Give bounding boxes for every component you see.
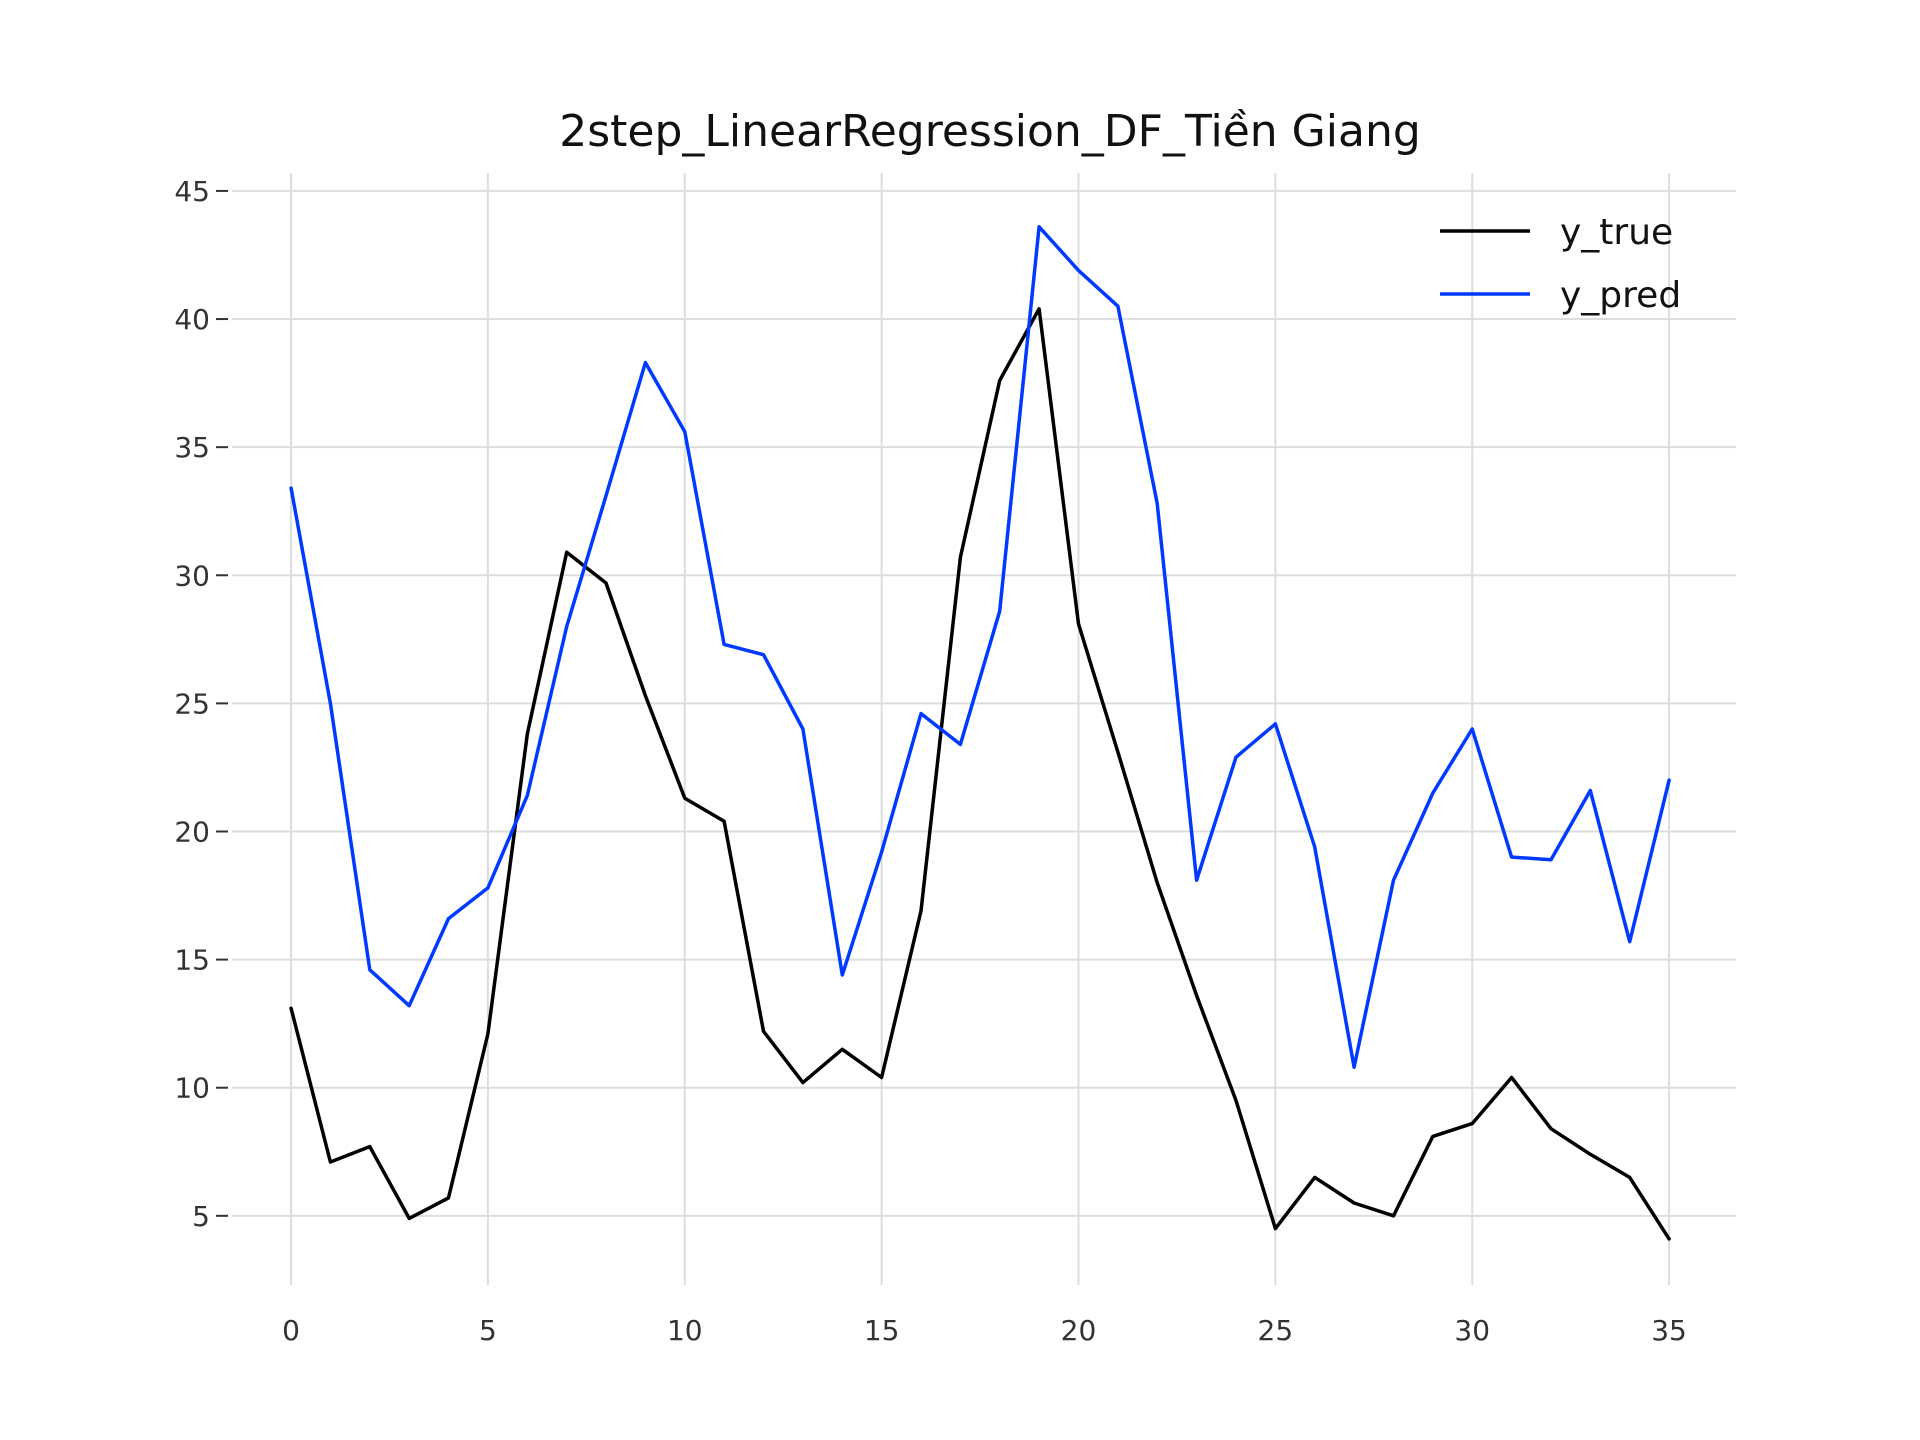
y-tick-label: 25 [174,687,210,720]
x-grid-lines [290,173,1671,1285]
y-tick-label: 30 [174,559,210,592]
legend: y_true y_pred [1440,212,1681,316]
chart-title: 2step_LinearRegression_DF_Tiền Giang [559,106,1421,157]
x-tick-label: 15 [864,1314,900,1347]
y-tick-label: 5 [192,1200,210,1233]
x-tick-label: 35 [1651,1314,1687,1347]
y-tick-label: 35 [174,431,210,464]
x-axis-ticks: 0 5 10 15 20 25 30 35 [282,1314,1687,1347]
y-tick-label: 10 [174,1072,210,1105]
series-line-y-pred [289,225,1671,1069]
legend-label-y-pred: y_pred [1560,275,1681,316]
x-tick-label: 5 [479,1314,497,1347]
x-tick-label: 10 [667,1314,703,1347]
x-tick-label: 25 [1258,1314,1294,1347]
y-tick-label: 45 [174,175,210,208]
y-tick-label: 20 [174,815,210,848]
series-line-y-true [289,307,1671,1241]
y-tick-label: 40 [174,303,210,336]
y-axis-ticks: 5 10 15 20 25 30 35 40 45 [174,175,228,1233]
y-tick-label: 15 [174,944,210,977]
y-grid-lines [232,189,1736,1217]
series-lines [289,225,1671,1241]
x-tick-label: 30 [1454,1314,1490,1347]
x-tick-label: 0 [282,1314,300,1347]
x-tick-label: 20 [1061,1314,1097,1347]
legend-label-y-true: y_true [1560,212,1673,253]
